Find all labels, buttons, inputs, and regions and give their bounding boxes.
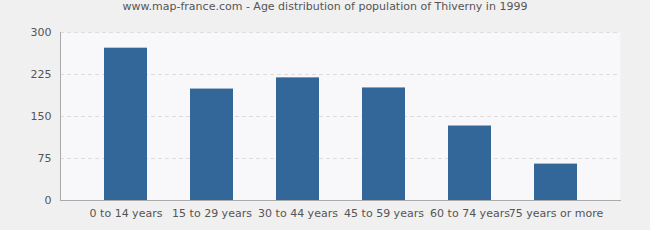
svg-text:45 to 59 years: 45 to 59 years	[344, 207, 424, 220]
svg-text:0: 0	[45, 194, 52, 207]
svg-text:300: 300	[31, 26, 52, 39]
svg-text:75 years or more: 75 years or more	[509, 207, 604, 220]
svg-text:15 to 29 years: 15 to 29 years	[172, 207, 252, 220]
svg-text:225: 225	[31, 68, 52, 81]
svg-text:60 to 74 years: 60 to 74 years	[430, 207, 510, 220]
svg-text:0 to 14 years: 0 to 14 years	[90, 207, 163, 220]
html-text:www.map-france.com - Age distr: www.map-france.com - Age distribution of…	[122, 0, 528, 13]
svg-text:30 to 44 years: 30 to 44 years	[258, 207, 338, 220]
svg-text:75: 75	[38, 152, 52, 165]
svg-text:150: 150	[31, 110, 52, 123]
